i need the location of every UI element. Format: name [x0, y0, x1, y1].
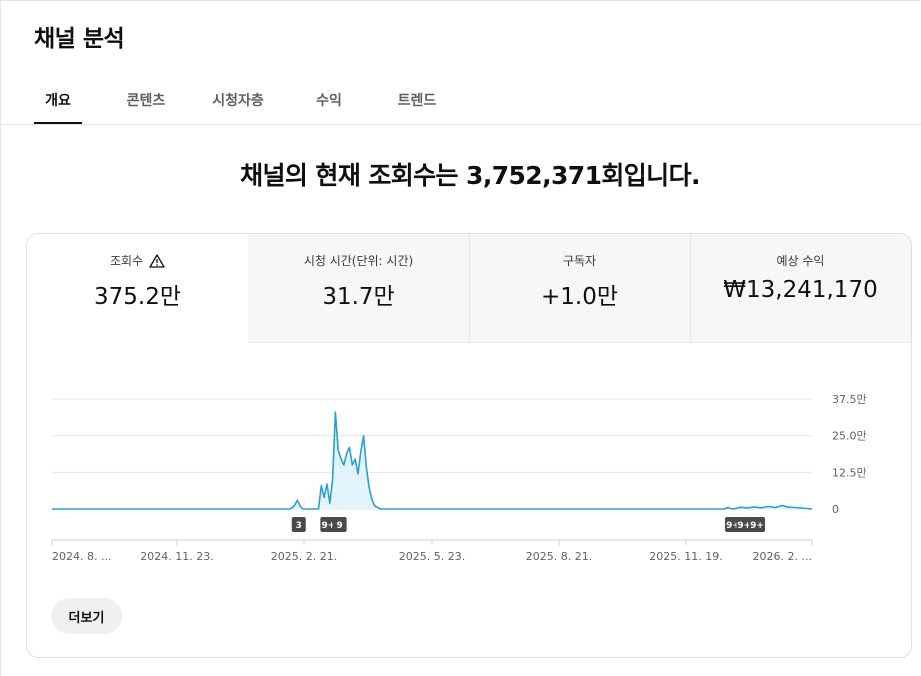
- x-tick-label: 2025. 11. 19.: [649, 550, 722, 563]
- analytics-card: 조회수 375.2만 시청 시간(단위: 시간) 31.7만 구독자 +1.0만…: [26, 233, 912, 658]
- event-marker-label: 9: [337, 521, 343, 531]
- event-marker[interactable]: [736, 517, 753, 532]
- event-marker-label: 3: [296, 521, 302, 531]
- event-marker-label: 9+: [726, 521, 740, 531]
- x-tick-label: 2024. 8. ...: [52, 550, 111, 563]
- metric-value: ₩13,241,170: [723, 277, 878, 303]
- metric-label: 시청 시간(단위: 시간): [303, 254, 414, 268]
- series-line: [52, 411, 813, 510]
- event-marker[interactable]: [749, 517, 766, 532]
- total-views-headline: 채널의 현재 조회수는 3,752,371회입니다.: [240, 161, 700, 190]
- tab-overview[interactable]: 개요: [34, 74, 82, 124]
- metric-label: 조회수: [109, 254, 144, 268]
- y-tick-label: 37.5만: [832, 393, 867, 406]
- metric-value: 375.2만: [93, 284, 181, 310]
- metric-divider: [469, 234, 470, 343]
- tab-trends[interactable]: 트렌드: [397, 93, 437, 109]
- x-tick-label: 2025. 5. 23.: [399, 550, 465, 563]
- more-button[interactable]: 더보기: [51, 598, 122, 634]
- x-tick-label: 2026. 2. ...: [753, 550, 812, 563]
- x-tick-label: 2025. 2. 21.: [271, 550, 337, 563]
- tab-content[interactable]: 콘텐츠: [126, 93, 166, 109]
- metric-divider: [690, 234, 691, 343]
- event-marker[interactable]: [332, 517, 347, 532]
- metric-tab-watch-time[interactable]: 시청 시간(단위: 시간) 31.7만: [248, 234, 469, 343]
- x-tick-label: 2024. 11. 23.: [140, 550, 213, 563]
- tab-revenue[interactable]: 수익: [316, 93, 342, 109]
- metric-label: 구독자: [562, 254, 597, 268]
- y-tick-label: 12.5만: [832, 466, 867, 479]
- metric-value: 31.7만: [322, 284, 395, 310]
- y-tick-label: 0: [832, 503, 839, 516]
- x-tick-label: 2025. 8. 21.: [526, 550, 592, 563]
- metric-label: 예상 수익: [776, 254, 825, 268]
- event-marker-label: 9+: [750, 521, 764, 531]
- metric-tab-subscribers[interactable]: 구독자 +1.0만: [469, 234, 690, 343]
- warning-triangle-icon: [149, 253, 165, 268]
- event-marker[interactable]: [320, 517, 337, 532]
- series-area: [52, 412, 812, 509]
- metric-tab-views[interactable]: 조회수 375.2만: [27, 234, 248, 343]
- page-title: 채널 분석: [34, 26, 125, 52]
- event-marker-label: 9+: [321, 521, 335, 531]
- tab-bar: 개요 콘텐츠 시청자층 수익 트렌드: [0, 74, 921, 125]
- metric-value: +1.0만: [540, 284, 618, 310]
- event-marker-label: 9+: [737, 521, 751, 531]
- y-tick-label: 25.0만: [832, 430, 867, 443]
- tab-audience[interactable]: 시청자층: [212, 93, 264, 109]
- event-marker[interactable]: [291, 517, 306, 532]
- metric-tab-estimated-revenue[interactable]: 예상 수익 ₩13,241,170: [690, 234, 911, 343]
